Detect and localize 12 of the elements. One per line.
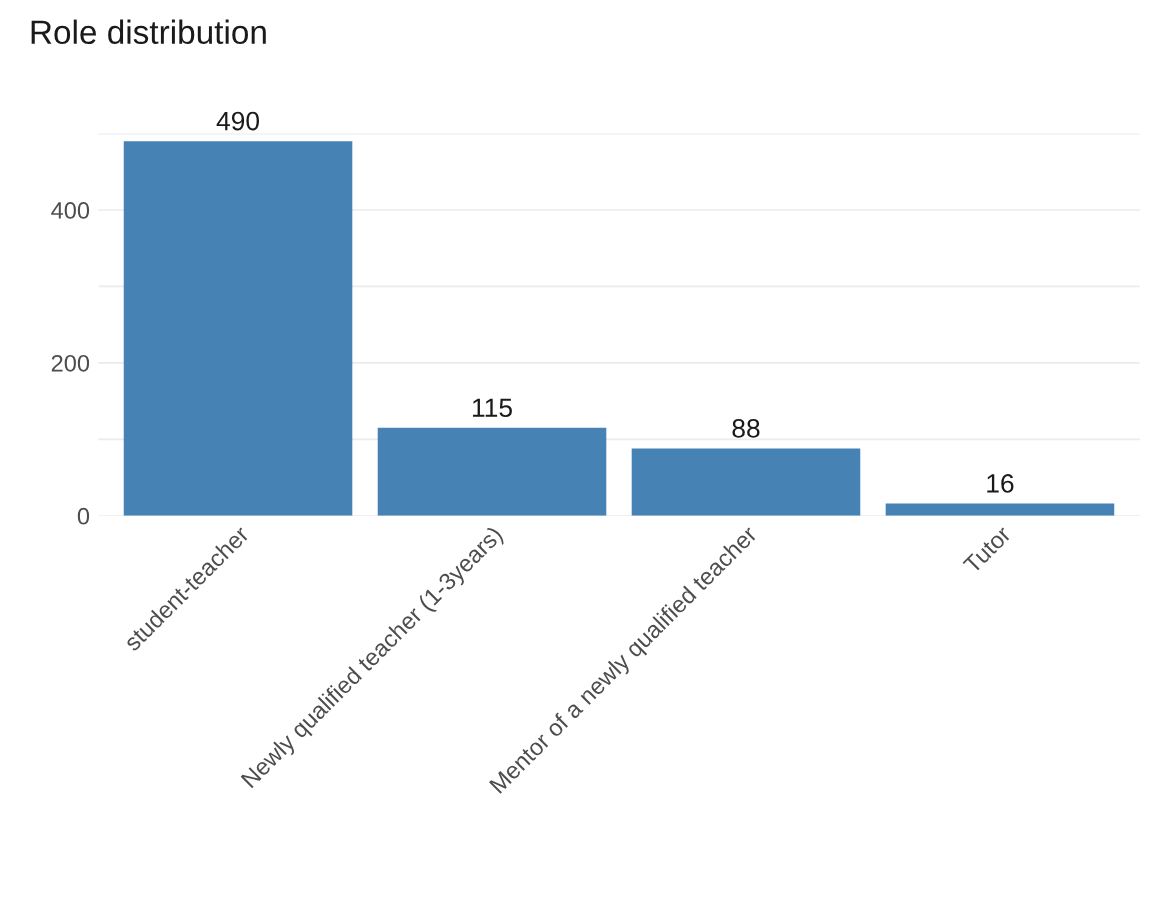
y-tick-label: 400 xyxy=(51,202,90,219)
bar xyxy=(377,427,607,516)
data-label: 115 xyxy=(472,398,512,418)
bar xyxy=(631,448,861,516)
bar xyxy=(885,503,1115,516)
data-label: 490 xyxy=(216,111,260,131)
chart-title: Role distribution xyxy=(31,19,266,45)
data-label: 16 xyxy=(987,474,1014,493)
y-tick-label: 200 xyxy=(51,354,90,372)
bar xyxy=(123,141,353,516)
data-label: 88 xyxy=(732,419,760,438)
y-tick-label: 0 xyxy=(77,507,90,525)
